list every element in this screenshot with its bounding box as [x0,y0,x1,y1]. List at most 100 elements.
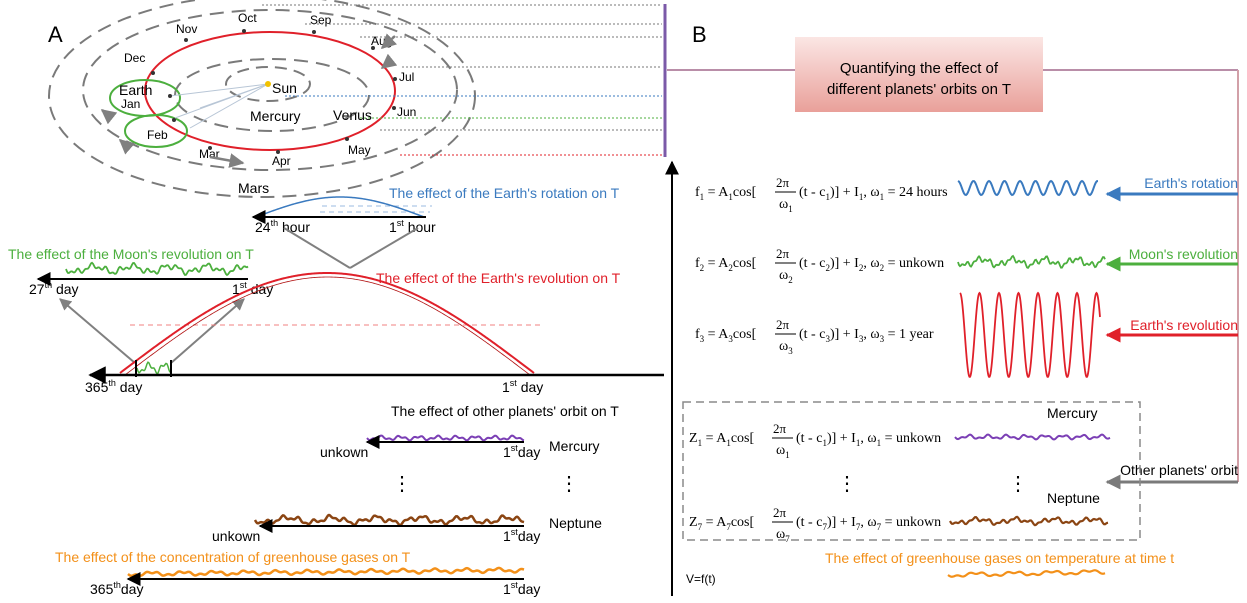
svg-text:ω3: ω3 [779,339,793,356]
planets-ellipsis-right: ⋮ [559,473,579,495]
panel-a-letter: A [48,22,63,47]
header-line-1: Quantifying the effect of [840,60,999,77]
moon-connector-right [170,298,245,364]
sun-rays [169,83,269,129]
rotation-connector-left [283,227,351,269]
moon-label-b: Moon's revolution [1129,246,1238,262]
venus-label: Venus [333,107,372,123]
svg-text:ω1: ω1 [776,443,790,460]
month-markers [151,29,397,154]
svg-text:Z1 = A1cos[: Z1 = A1cos[ [689,431,754,448]
orbit-projection-lines [262,4,662,156]
neptune-right-label-a: 1stday [503,527,540,544]
equation-f2: f2 = A2cos[ 2π ω2 (t - c2)] + I2, ω2 = u… [695,246,944,285]
mercury-label: Mercury [250,108,301,124]
svg-text:(t - c1)] + I1, ω1 = 24 hours: (t - c1)] + I1, ω1 = 24 hours [799,185,948,202]
mercury-orbit [225,66,311,102]
svg-text:2π: 2π [776,175,790,190]
planets-title: The effect of other planets' orbit on T [391,403,619,419]
moon-connector-left [59,298,136,364]
venus-orbit [174,58,370,132]
svg-text:2π: 2π [776,246,790,261]
sun-dot [265,81,271,87]
earth-revolution-label-b: Earth's revolution [1130,317,1238,333]
ghg-curve-a [127,566,525,578]
neptune-left-label-a: unkown [212,528,260,544]
solar-system-orbits [48,0,476,198]
rotation-wave-b [957,179,1098,197]
month-sep: Sep [310,13,332,27]
v-equation: V=f(t) [686,572,716,586]
moon-curve [65,261,249,277]
rotation-title: The effect of the Earth's rotation on T [389,185,620,201]
mercury-left-label-a: unkown [320,444,368,460]
b-ellipsis-right: ⋮ [1008,473,1028,495]
header-line-2: different planets' orbits on T [827,81,1011,98]
mercury-wave-b [954,433,1111,441]
header-box [795,37,1043,112]
neptune-label-b: Neptune [1047,490,1100,506]
neptune-wave-b [949,515,1109,527]
earth-revolution-left-label: 365th day [85,378,142,395]
ghg-wave-b [947,569,1106,578]
svg-text:ω7: ω7 [776,527,790,544]
orbit-direction-arrows [100,33,398,168]
svg-text:2π: 2π [773,421,787,436]
earth-revolution-right-label: 1st day [502,378,543,395]
svg-text:2π: 2π [773,505,787,520]
neptune-curve-a [253,513,525,527]
b-ellipsis-left: ⋮ [837,473,857,495]
mercury-label-b: Mercury [1047,405,1098,421]
ghg-footer: The effect of greenhouse gases on temper… [825,550,1174,566]
equation-z7: Z7 = A7cos[ 2π ω7 (t - c7)] + I7, ω7 = u… [689,505,941,544]
neptune-label-a: Neptune [549,515,602,531]
svg-text:ω1: ω1 [779,197,793,214]
earth-revolution-curve [119,272,535,374]
earth-revolution-curve-inner [124,276,531,376]
ghg-right-label: 1stday [503,580,540,597]
other-planets-box [682,401,1141,541]
equation-f1: f1 = A1cos[ 2π ω1 (t - c1)] + I1, ω1 = 2… [695,175,948,214]
earth-orbit [144,31,396,151]
month-jul: Jul [399,70,414,84]
month-oct: Oct [238,11,257,25]
rotation-label-b: Earth's rotation [1144,175,1238,191]
mars-label: Mars [238,180,269,196]
svg-text:(t - c2)] + I2, ω2 = unkown: (t - c2)] + I2, ω2 = unkown [799,256,944,273]
month-nov: Nov [176,22,197,36]
planets-ellipsis-left: ⋮ [392,473,412,495]
mercury-right-label-a: 1stday [503,443,540,460]
ghg-title: The effect of the concentration of green… [55,549,411,565]
earth-revolution-moon-inset [136,361,171,375]
moon-title: The effect of the Moon's revolution on T [8,246,254,262]
mercury-curve-a [366,434,525,442]
month-jun: Jun [397,105,416,119]
svg-text:(t - c1)] + I1, ω1 = unkown: (t - c1)] + I1, ω1 = unkown [796,431,941,448]
sun-label: Sun [272,80,297,96]
equation-z1: Z1 = A1cos[ 2π ω1 (t - c1)] + I1, ω1 = u… [689,421,941,460]
earth-moon-orbit-feb [124,114,188,148]
svg-text:f1 = A1cos[: f1 = A1cos[ [695,185,757,202]
svg-text:Z7 = A7cos[: Z7 = A7cos[ [689,515,754,532]
month-apr: Apr [272,154,291,168]
svg-text:f3 = A3cos[: f3 = A3cos[ [695,327,757,344]
earth-revolution-title: The effect of the Earth's revolution on … [376,270,621,286]
mars-orbit [82,9,458,171]
earth-label: Earth [119,82,152,98]
ghg-left-label: 365thday [90,580,143,597]
rotation-connector-right [349,227,419,269]
month-may: May [348,143,371,157]
rotation-left-label: 24th hour [255,218,310,235]
moon-wave-b [957,254,1106,269]
panel-b-letter: B [692,22,707,47]
rotation-curve [255,196,425,218]
month-feb: Feb [147,128,168,142]
other-planets-label-b: Other planets' orbit [1120,462,1238,478]
svg-text:(t - c3)] + I3, ω3 = 1 year: (t - c3)] + I3, ω3 = 1 year [799,327,934,344]
earth-revolution-wave-b [959,291,1101,378]
rotation-right-label: 1st hour [389,218,436,235]
month-jan: Jan [121,97,140,111]
svg-text:(t - c7)] + I7, ω7 = unkown: (t - c7)] + I7, ω7 = unkown [796,515,941,532]
equation-f3: f3 = A3cos[ 2π ω3 (t - c3)] + I3, ω3 = 1… [695,317,934,356]
